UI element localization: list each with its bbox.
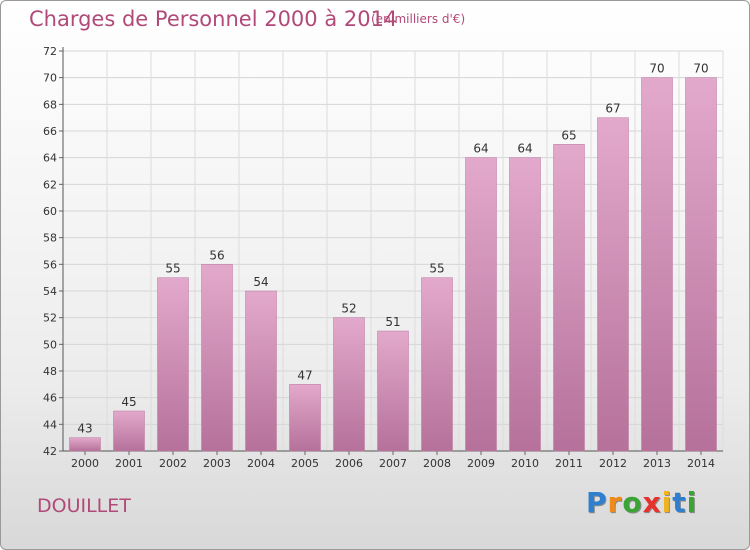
bar-2007 (377, 330, 409, 452)
bar-2010 (509, 157, 541, 452)
bar-2008 (421, 277, 453, 452)
y-tick-label: 54 (43, 285, 57, 298)
value-label: 52 (341, 302, 356, 316)
value-label: 64 (473, 142, 488, 156)
bar-2012 (597, 117, 629, 452)
y-tick-label: 50 (43, 338, 57, 351)
value-label: 55 (165, 262, 180, 276)
x-tick-label: 2008 (423, 457, 451, 470)
logo-letter: t (672, 486, 687, 519)
chart-subtitle: (en milliers d'€) (371, 12, 466, 26)
bar-2009 (465, 157, 497, 452)
y-tick-label: 66 (43, 125, 57, 138)
bar-2005 (289, 384, 321, 452)
y-tick-label: 44 (43, 418, 57, 431)
logo-letter: x (642, 486, 662, 519)
x-tick-label: 2007 (379, 457, 407, 470)
y-tick-label: 64 (43, 152, 57, 165)
value-label: 67 (605, 102, 620, 116)
y-tick-label: 42 (43, 445, 57, 458)
bars (69, 77, 717, 452)
bar-2011 (553, 144, 585, 452)
x-tick-label: 2012 (599, 457, 627, 470)
bar-2006 (333, 317, 365, 452)
bar-2004 (245, 290, 277, 452)
x-tick-label: 2006 (335, 457, 363, 470)
x-tick-label: 2001 (115, 457, 143, 470)
logo-letter: o (622, 486, 643, 519)
y-tick-label: 52 (43, 312, 57, 325)
bar-2013 (641, 77, 673, 452)
x-tick-label: 2004 (247, 457, 275, 470)
bar-2001 (113, 410, 145, 452)
chart-title: Charges de Personnel 2000 à 2014 (29, 7, 398, 31)
value-label: 70 (649, 62, 664, 76)
value-label: 55 (429, 262, 444, 276)
logo-letter: i (686, 486, 698, 519)
y-tick-label: 58 (43, 232, 57, 245)
y-tick-label: 60 (43, 205, 57, 218)
x-tick-label: 2002 (159, 457, 187, 470)
value-label: 45 (121, 395, 136, 409)
value-label: 51 (385, 315, 400, 329)
bar-2003 (201, 264, 233, 452)
y-tick-label: 56 (43, 258, 57, 271)
logo-letter: P (586, 486, 608, 519)
x-tick-label: 2003 (203, 457, 231, 470)
y-tick-label: 48 (43, 365, 57, 378)
value-labels: 43 45 55 56 54 47 52 51 55 64 64 65 67 70 70 (77, 62, 708, 436)
bar-2002 (157, 277, 189, 452)
y-tick-label: 72 (43, 45, 57, 58)
y-tick-label: 62 (43, 178, 57, 191)
value-label: 56 (209, 248, 224, 262)
axes: 42 44 46 48 50 52 54 56 58 60 62 64 66 68 70 72 2000 2001… (43, 45, 723, 470)
bar-2000 (69, 437, 101, 452)
x-tick-label: 2013 (643, 457, 671, 470)
x-tick-label: 2009 (467, 457, 495, 470)
value-label: 47 (297, 368, 312, 382)
value-label: 65 (561, 128, 576, 142)
x-tick-label: 2005 (291, 457, 319, 470)
value-label: 54 (253, 275, 268, 289)
x-tick-label: 2011 (555, 457, 583, 470)
x-tick-label: 2000 (71, 457, 99, 470)
bar-2014 (685, 77, 717, 452)
logo-letter: i (661, 486, 673, 519)
logo-letter: r (607, 486, 623, 519)
value-label: 64 (517, 142, 532, 156)
proxiti-logo: Proxiti (586, 486, 697, 519)
y-tick-label: 70 (43, 72, 57, 85)
value-label: 43 (77, 422, 92, 436)
x-tick-label: 2010 (511, 457, 539, 470)
y-tick-label: 46 (43, 392, 57, 405)
x-tick-label: 2014 (687, 457, 715, 470)
commune-name: DOUILLET (37, 495, 131, 517)
y-tick-label: 68 (43, 98, 57, 111)
value-label: 70 (693, 62, 708, 76)
